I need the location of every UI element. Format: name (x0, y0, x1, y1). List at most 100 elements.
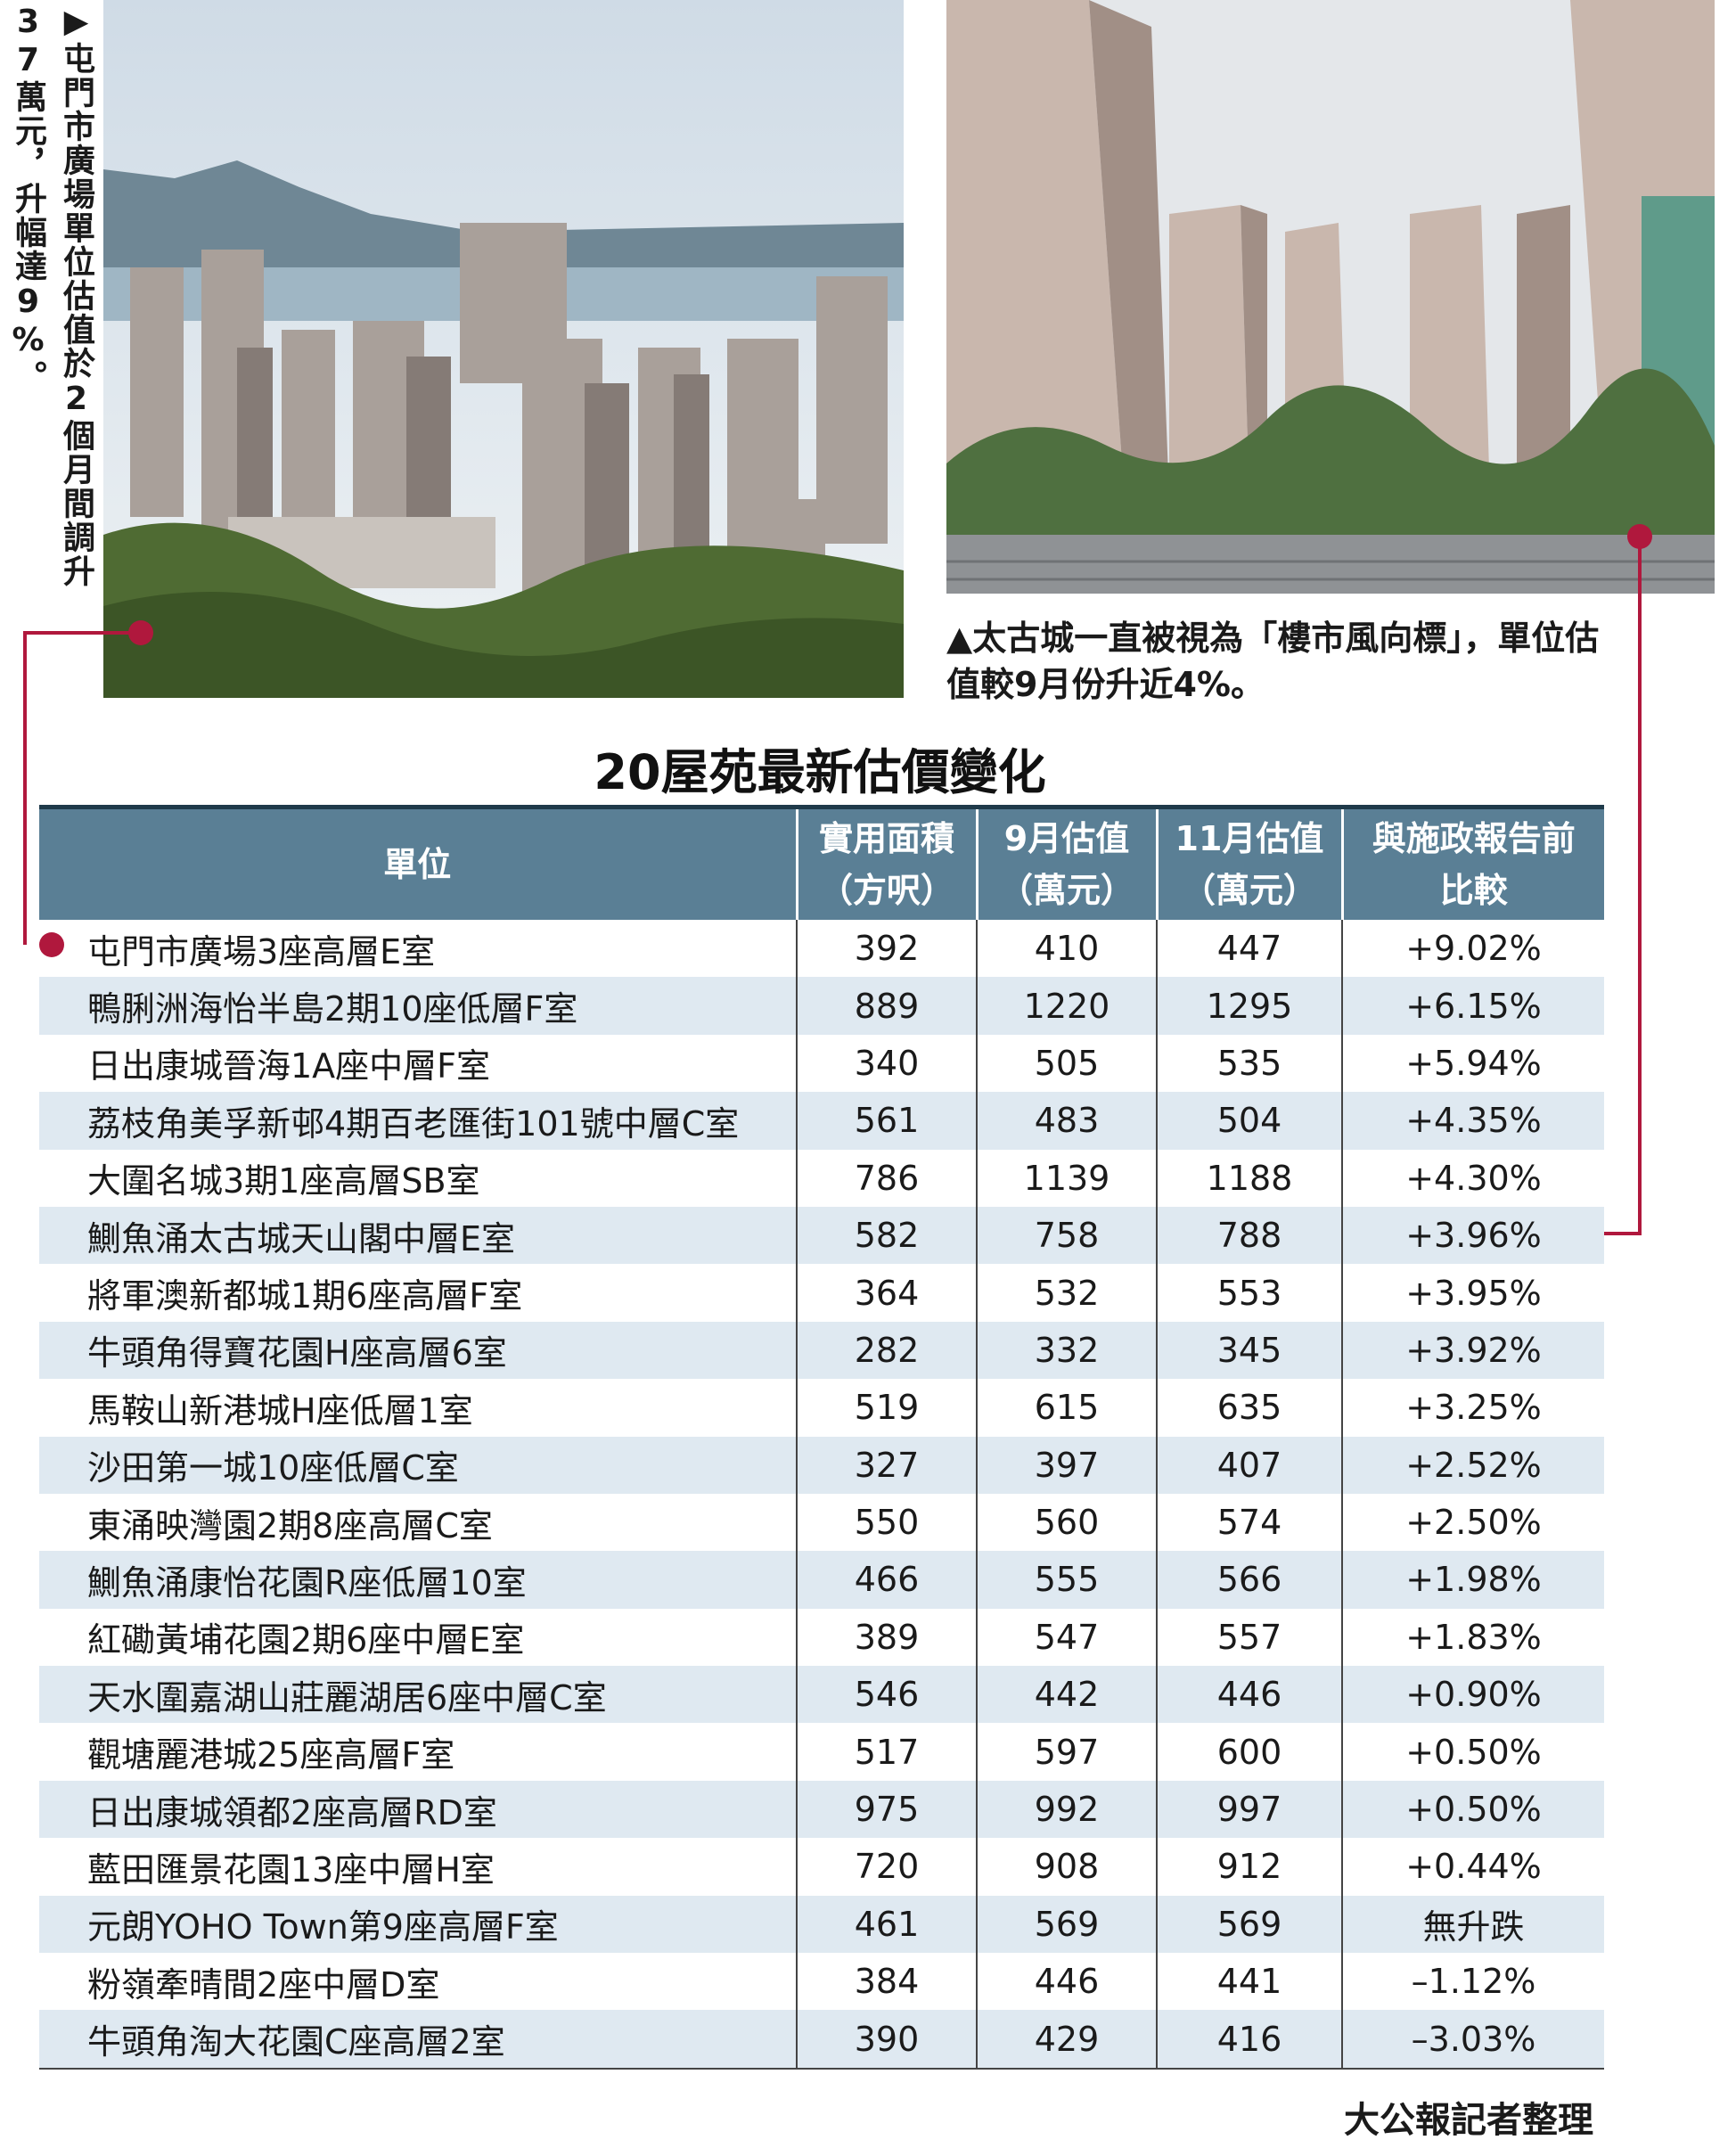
row-unit-name: 馬鞍山新港城H座低層1室 (39, 1379, 798, 1437)
row-unit-name: 藍田匯景花園13座中層H室 (39, 1838, 798, 1896)
row-sep-valuation: 332 (977, 1321, 1158, 1380)
row-area: 340 (797, 1034, 978, 1093)
table-row: 荔枝角美孚新邨4期百老匯街101號中層C室 561 483 504 +4.35% (39, 1092, 1604, 1150)
row-unit-name: 觀塘麗港城25座高層F室 (39, 1723, 798, 1781)
row-nov-valuation: 1188 (1157, 1149, 1343, 1207)
row-unit-name: 天水圍嘉湖山莊麗湖居6座中層C室 (39, 1666, 798, 1724)
row-sep-valuation: 569 (977, 1895, 1158, 1954)
right-photo-caption: ▲太古城一直被視為「樓市風向標」，單位估值較9月份升近4%。 (946, 619, 1600, 704)
row-area: 720 (797, 1838, 978, 1896)
row-sep-valuation: 446 (977, 1953, 1158, 2011)
row-unit-name: 東涌映灣園2期8座高層C室 (39, 1493, 798, 1552)
row-area: 282 (797, 1321, 978, 1380)
row-sep-valuation: 442 (977, 1666, 1158, 1724)
left-leader-dot-photo (128, 620, 153, 645)
table-row: 粉嶺牽晴間2座中層D室 384 446 441 –1.12% (39, 1953, 1604, 2011)
row-nov-valuation: 407 (1157, 1436, 1343, 1494)
row-unit-name: 荔枝角美孚新邨4期百老匯街101號中層C室 (39, 1092, 798, 1150)
table-row: 日出康城領都2座高層RD室 975 992 997 +0.50% (39, 1780, 1604, 1839)
row-unit-name: 日出康城晉海1A座中層F室 (39, 1034, 798, 1093)
table-row: 紅磡黃埔花園2期6座中層E室 389 547 557 +1.83% (39, 1608, 1604, 1667)
row-area: 327 (797, 1436, 978, 1494)
row-sep-valuation: 597 (977, 1723, 1158, 1781)
table-row: 鴨脷洲海怡半島2期10座低層F室 889 1220 1295 +6.15% (39, 977, 1604, 1035)
row-area: 975 (797, 1780, 978, 1839)
table-title: 20屋苑最新估價變化 (594, 744, 1046, 800)
table-row: 鰂魚涌太古城天山閣中層E室 582 758 788 +3.96% (39, 1206, 1604, 1265)
table-row: 牛頭角淘大花園C座高層2室 390 429 416 –3.03% (39, 2010, 1604, 2070)
left-leader-horizontal (23, 631, 141, 635)
row-nov-valuation: 535 (1157, 1034, 1343, 1093)
taikoo-shing-photo (946, 0, 1715, 594)
credit-line: 大公報記者整理 (1344, 2100, 1593, 2141)
table-row: 元朗YOHO Town第9座高層F室 461 569 569 無升跌 (39, 1895, 1604, 1954)
row-area: 384 (797, 1953, 978, 2011)
row-area: 517 (797, 1723, 978, 1781)
row-sep-valuation: 410 (977, 920, 1158, 978)
row-change: +5.94% (1405, 1043, 1542, 1083)
row-nov-valuation: 447 (1157, 920, 1343, 978)
row-nov-valuation: 553 (1157, 1264, 1343, 1322)
row-area: 364 (797, 1264, 978, 1322)
table-row: 觀塘麗港城25座高層F室 517 597 600 +0.50% (39, 1723, 1604, 1781)
row-area: 461 (797, 1895, 978, 1954)
row-change: +0.44% (1405, 1847, 1542, 1887)
row-change: +3.96% (1342, 1206, 1604, 1265)
row-nov-valuation: 635 (1157, 1379, 1343, 1437)
row-sep-valuation: 1220 (977, 977, 1158, 1035)
row-change: +2.50% (1405, 1503, 1542, 1543)
row-change: +3.92% (1342, 1321, 1604, 1380)
row-nov-valuation: 788 (1157, 1206, 1343, 1265)
row-unit-name: 將軍澳新都城1期6座高層F室 (39, 1264, 798, 1322)
row-change: +0.50% (1405, 1732, 1542, 1772)
table-row: 天水圍嘉湖山莊麗湖居6座中層C室 546 442 446 +0.90% (39, 1666, 1604, 1724)
row-nov-valuation: 997 (1157, 1780, 1343, 1839)
row-area: 389 (797, 1608, 978, 1667)
row-nov-valuation: 569 (1157, 1895, 1343, 1954)
row-change: –3.03% (1342, 2010, 1604, 2070)
right-leader-vertical (1638, 535, 1642, 1235)
row-change: +0.50% (1342, 1780, 1604, 1839)
table-header-row: 單位 實用面積 （方呎） 9月估值 （萬元） 11月估值 （萬元） 與施政報告前… (39, 807, 1604, 920)
row-change: +4.30% (1405, 1158, 1542, 1198)
row-unit-name: 紅磡黃埔花園2期6座中層E室 (39, 1608, 798, 1667)
row-sep-valuation: 992 (977, 1780, 1158, 1839)
row-sep-valuation: 908 (977, 1838, 1158, 1896)
row-change: +9.02% (1405, 929, 1542, 969)
row-sep-valuation: 429 (977, 2010, 1158, 2070)
row-area: 582 (797, 1206, 978, 1265)
table-row: 鰂魚涌康怡花園R座低層10室 466 555 566 +1.98% (39, 1551, 1604, 1609)
table-row: 馬鞍山新港城H座低層1室 519 615 635 +3.25% (39, 1379, 1604, 1437)
left-leader-vertical (23, 633, 27, 945)
row-area: 561 (797, 1092, 978, 1150)
row-nov-valuation: 1295 (1157, 977, 1343, 1035)
row-area: 390 (797, 2010, 978, 2070)
row-nov-valuation: 446 (1157, 1666, 1343, 1724)
row-unit-name: 鰂魚涌太古城天山閣中層E室 (39, 1206, 798, 1265)
table-row: 日出康城晉海1A座中層F室 340 505 535 +5.94% (39, 1034, 1604, 1093)
row-nov-valuation: 557 (1157, 1608, 1343, 1667)
row-sep-valuation: 1139 (977, 1149, 1158, 1207)
row-nov-valuation: 416 (1157, 2010, 1343, 2070)
row-sep-valuation: 505 (977, 1034, 1158, 1093)
row-unit-name: 鰂魚涌康怡花園R座低層10室 (39, 1551, 798, 1609)
row-unit-name: 牛頭角淘大花園C座高層2室 (39, 2010, 798, 2070)
row-area: 786 (797, 1149, 978, 1207)
row-area: 519 (797, 1379, 978, 1437)
row-nov-valuation: 566 (1157, 1551, 1343, 1609)
row-area: 889 (797, 977, 978, 1035)
right-leader-dot-photo (1627, 524, 1652, 549)
row-change: 無升跌 (1342, 1895, 1604, 1954)
row-unit-name: 元朗YOHO Town第9座高層F室 (39, 1895, 798, 1954)
header-change: 與施政報告前 比較 (1342, 807, 1604, 920)
row-change: +4.35% (1342, 1092, 1604, 1150)
row-sep-valuation: 532 (977, 1264, 1158, 1322)
row-sep-valuation: 483 (977, 1092, 1158, 1150)
row-nov-valuation: 600 (1157, 1723, 1343, 1781)
header-sep-valuation: 9月估值 （萬元） (977, 807, 1159, 920)
row-change: +6.15% (1342, 977, 1604, 1035)
row-area: 546 (797, 1666, 978, 1724)
row-unit-name: 牛頭角得寶花園H座高層6室 (39, 1321, 798, 1380)
row-change: +2.52% (1342, 1436, 1604, 1494)
row-nov-valuation: 441 (1157, 1953, 1343, 2011)
